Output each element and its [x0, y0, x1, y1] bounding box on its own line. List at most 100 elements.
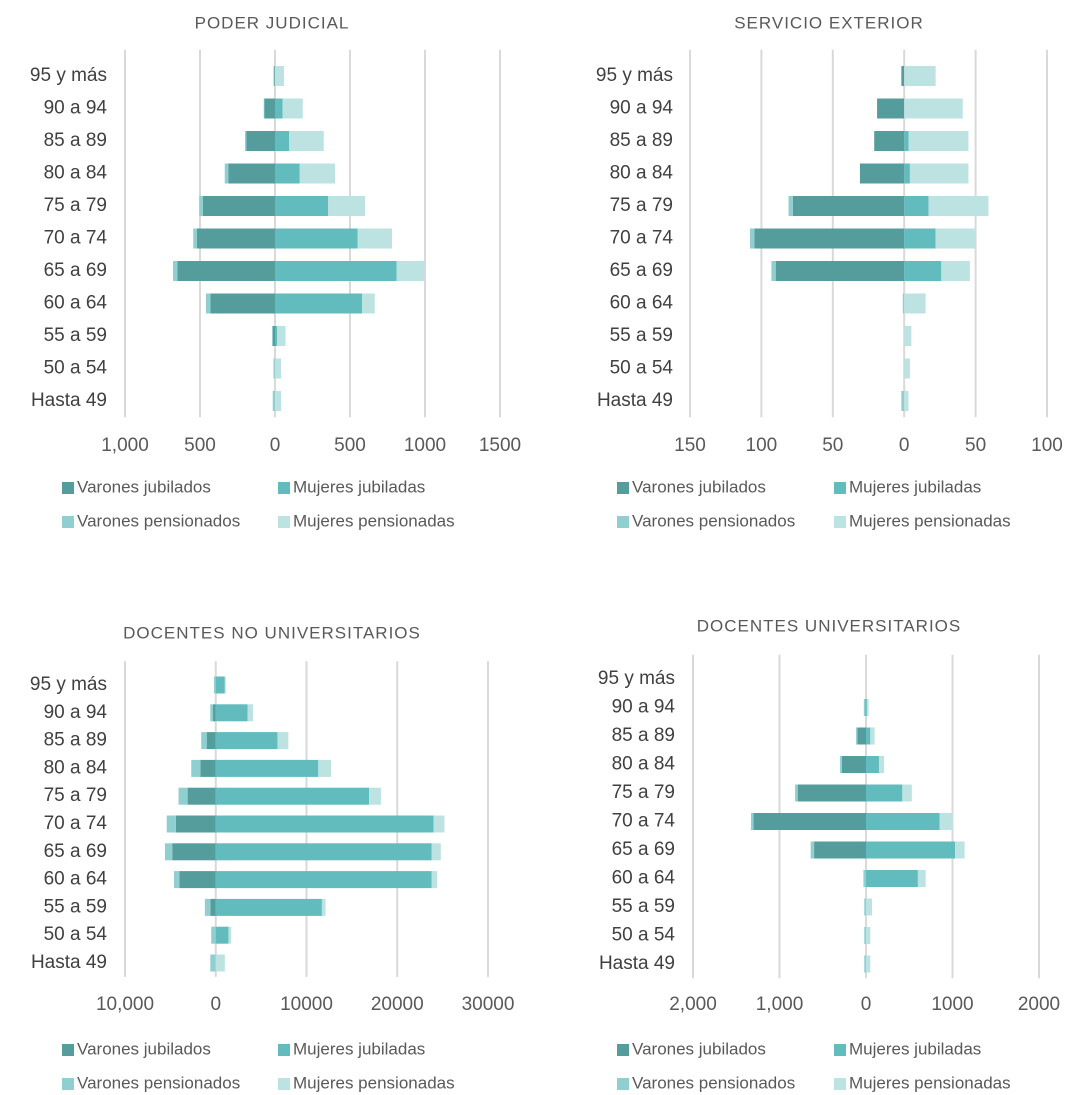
x-tick-label: 2000	[1018, 994, 1060, 1015]
bar-varones-pensionados	[263, 98, 265, 119]
legend-label: Varones jubilados	[77, 1039, 211, 1058]
bar-varones-jubilados	[246, 131, 275, 151]
age-group-label: 95 y más	[30, 65, 107, 86]
age-group-label: 80 a 84	[612, 754, 676, 775]
bar-mujeres-pensionadas	[321, 898, 326, 916]
bar-varones-jubilados	[874, 131, 905, 151]
bar-varones-jubilados	[179, 871, 216, 889]
bar-mujeres-jubiladas	[275, 261, 397, 281]
age-group-label: 80 a 84	[44, 163, 108, 184]
bar-varones-pensionados	[795, 784, 798, 802]
age-group-label: 75 a 79	[44, 785, 107, 806]
bar-mujeres-pensionadas	[904, 66, 936, 86]
bar-mujeres-pensionadas	[866, 955, 871, 973]
x-tick-label: 20000	[371, 994, 424, 1015]
bar-mujeres-jubiladas	[215, 704, 248, 722]
bar-mujeres-pensionadas	[917, 870, 926, 887]
age-group-label: 55 a 59	[610, 325, 673, 346]
age-group-label: 60 a 64	[44, 869, 108, 890]
bar-varones-jubilados	[877, 98, 905, 119]
bar-varones-jubilados	[274, 66, 275, 86]
bar-mujeres-jubiladas	[215, 898, 322, 916]
legend-swatch	[834, 516, 846, 528]
bar-varones-pensionados	[863, 870, 866, 887]
chart-title: PODER JUDICIAL	[195, 13, 350, 32]
x-tick-label: 1500	[479, 435, 521, 456]
bar-varones-pensionados	[213, 676, 216, 694]
bar-varones-pensionados	[840, 756, 842, 773]
bar-varones-pensionados	[211, 926, 216, 944]
bar-mujeres-jubiladas	[215, 787, 370, 805]
legend-label: Varones pensionados	[77, 511, 240, 530]
legend-label: Mujeres jubiladas	[849, 1039, 981, 1058]
legend-swatch	[834, 482, 846, 494]
bar-varones-pensionados	[864, 955, 866, 973]
age-group-label: 65 a 69	[44, 841, 107, 862]
x-tick-label: 1000	[931, 994, 973, 1015]
bar-varones-jubilados	[228, 163, 275, 184]
bar-mujeres-pensionadas	[357, 228, 392, 249]
age-group-label: 75 a 79	[44, 195, 107, 216]
age-group-label: 60 a 64	[612, 868, 676, 889]
bar-mujeres-jubiladas	[904, 261, 942, 281]
bar-varones-pensionados	[191, 759, 201, 777]
bar-varones-jubilados	[775, 261, 905, 281]
bar-mujeres-pensionadas	[935, 228, 976, 249]
x-tick-label: 0	[270, 435, 281, 456]
age-group-label: 85 a 89	[610, 130, 673, 151]
bar-mujeres-jubiladas	[215, 871, 432, 889]
bar-mujeres-pensionadas	[941, 261, 970, 281]
bar-varones-pensionados	[178, 787, 188, 805]
bar-mujeres-jubiladas	[904, 163, 910, 184]
bar-mujeres-pensionadas	[878, 756, 885, 773]
bar-varones-pensionados	[749, 228, 755, 249]
age-group-label: 95 y más	[30, 674, 107, 695]
legend-swatch	[617, 516, 629, 528]
bar-mujeres-pensionadas	[277, 732, 289, 750]
age-group-label: Hasta 49	[599, 953, 675, 974]
bar-mujeres-jubiladas	[275, 293, 362, 314]
bar-varones-pensionados	[173, 261, 178, 281]
bar-varones-pensionados	[210, 954, 216, 972]
legend-swatch	[617, 482, 629, 494]
age-group-label: 60 a 64	[44, 293, 108, 314]
age-group-label: 70 a 74	[612, 811, 676, 832]
bar-mujeres-pensionadas	[396, 261, 425, 281]
legend-swatch	[278, 516, 290, 528]
age-group-label: Hasta 49	[31, 952, 107, 973]
bar-mujeres-pensionadas	[289, 131, 324, 151]
age-group-label: 65 a 69	[612, 839, 675, 860]
chart-title: DOCENTES UNIVERSITARIOS	[697, 616, 962, 635]
bar-varones-pensionados	[273, 66, 275, 86]
bar-mujeres-pensionadas	[275, 358, 281, 379]
age-group-label: 65 a 69	[44, 260, 107, 281]
bar-varones-pensionados	[788, 196, 793, 216]
bar-mujeres-pensionadas	[431, 843, 441, 861]
bar-mujeres-pensionadas	[908, 131, 969, 151]
age-group-label: 85 a 89	[612, 725, 675, 746]
bar-varones-pensionados	[206, 293, 211, 314]
x-tick-label: 50	[822, 435, 843, 456]
age-group-label: 80 a 84	[610, 163, 674, 184]
age-group-label: 85 a 89	[44, 730, 107, 751]
bar-varones-jubilados	[264, 98, 275, 119]
bar-mujeres-jubiladas	[866, 841, 956, 859]
x-tick-label: 50	[965, 435, 986, 456]
legend-swatch	[62, 1078, 74, 1090]
chart-docentes-no-universitarios: DOCENTES NO UNIVERSITARIOS 10,000 0 10000 20…	[30, 623, 515, 1092]
bar-varones-jubilados	[841, 756, 866, 773]
age-group-label: 70 a 74	[610, 228, 674, 249]
bar-varones-jubilados	[177, 261, 275, 281]
bar-varones-jubilados	[187, 787, 216, 805]
age-group-label: Hasta 49	[31, 390, 107, 411]
legend-label: Mujeres pensionadas	[293, 1073, 455, 1092]
bar-varones-pensionados	[193, 228, 197, 249]
age-group-label: 75 a 79	[610, 195, 673, 216]
bar-mujeres-jubiladas	[866, 727, 871, 745]
bar-varones-jubilados	[203, 196, 275, 216]
bar-mujeres-pensionadas	[215, 954, 225, 972]
bar-mujeres-jubiladas	[275, 228, 358, 249]
bar-mujeres-pensionadas	[431, 871, 438, 889]
bar-varones-pensionados	[902, 293, 905, 314]
